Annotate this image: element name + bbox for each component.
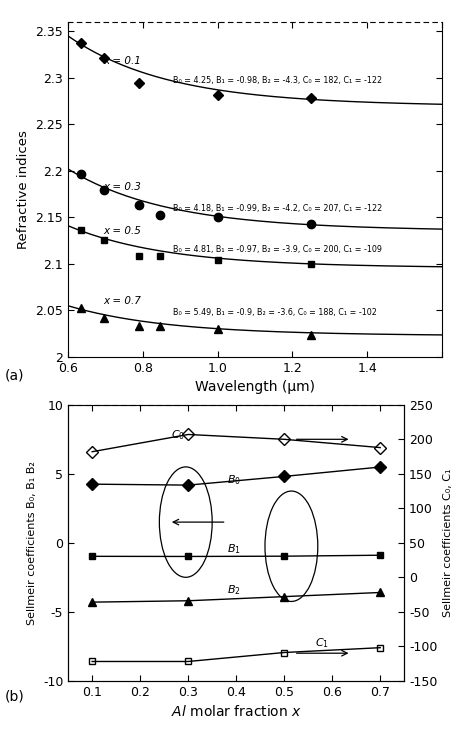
Y-axis label: Refractive indices: Refractive indices [17, 130, 30, 249]
Text: $B_0$: $B_0$ [227, 473, 241, 487]
Text: x = 0.5: x = 0.5 [104, 227, 141, 236]
X-axis label: $\mathit{Al}$ molar fraction $\mathit{x}$: $\mathit{Al}$ molar fraction $\mathit{x}… [171, 704, 302, 719]
Text: (b): (b) [5, 690, 24, 704]
Text: $B_1$: $B_1$ [227, 542, 241, 556]
Text: $C_0$: $C_0$ [172, 428, 186, 442]
Text: B₀ = 4.18, B₁ = -0.99, B₂ = -4.2, C₀ = 207, C₁ = -122: B₀ = 4.18, B₁ = -0.99, B₂ = -4.2, C₀ = 2… [173, 204, 382, 213]
Text: B₀ = 5.49, B₁ = -0.9, B₂ = -3.6, C₀ = 188, C₁ = -102: B₀ = 5.49, B₁ = -0.9, B₂ = -3.6, C₀ = 18… [173, 308, 376, 316]
Text: x = 0.7: x = 0.7 [104, 296, 141, 306]
Text: x = 0.1: x = 0.1 [104, 56, 141, 66]
Y-axis label: Sellmeir coefficients B₀, B₁ B₂: Sellmeir coefficients B₀, B₁ B₂ [27, 461, 37, 625]
Text: B₀ = 4.81, B₁ = -0.97, B₂ = -3.9, C₀ = 200, C₁ = -109: B₀ = 4.81, B₁ = -0.97, B₂ = -3.9, C₀ = 2… [173, 246, 382, 255]
Text: (a): (a) [5, 368, 24, 382]
Text: $B_2$: $B_2$ [227, 583, 240, 597]
X-axis label: Wavelength (μm): Wavelength (μm) [195, 381, 315, 394]
Text: x = 0.3: x = 0.3 [104, 182, 141, 192]
Text: $C_1$: $C_1$ [315, 637, 329, 650]
Text: B₀ = 4.25, B₁ = -0.98, B₂ = -4.3, C₀ = 182, C₁ = -122: B₀ = 4.25, B₁ = -0.98, B₂ = -4.3, C₀ = 1… [173, 77, 382, 85]
Y-axis label: Sellmeir coefficients C₀, C₁: Sellmeir coefficients C₀, C₁ [443, 469, 453, 617]
